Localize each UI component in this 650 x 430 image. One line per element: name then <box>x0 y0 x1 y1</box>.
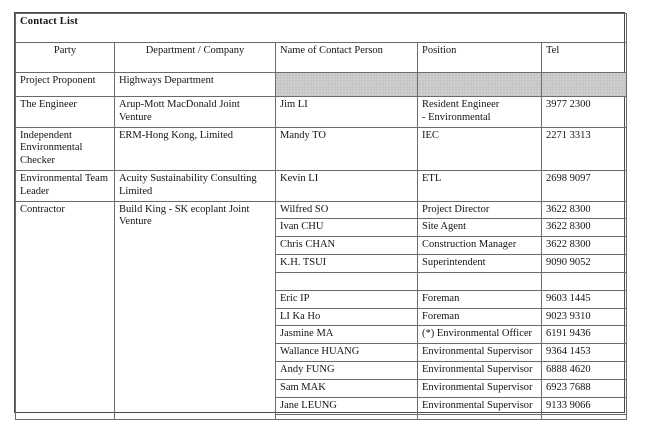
cell-contact-person: Wilfred SO <box>275 200 418 220</box>
column-header-party: Party <box>15 42 115 73</box>
table-row: LI Ka Ho Foreman 9023 9310 <box>16 307 627 327</box>
table-row: Andy FUNG Environmental Supervisor 6888 … <box>16 360 627 380</box>
cell-contact-person: K.H. TSUI <box>275 253 418 273</box>
cell-contact-person: Sam MAK <box>275 378 418 398</box>
cell-position: Foreman <box>417 307 542 327</box>
contact-list-table: Contact List Party Department / Company … <box>15 13 627 421</box>
table-body: Contact List Party Department / Company … <box>15 13 627 421</box>
cell-party: The Engineer <box>15 96 115 128</box>
cell-tel: 2698 9097 <box>541 169 627 202</box>
cell-tel <box>541 414 627 421</box>
cell-contact-person: Wallance HUANG <box>275 343 418 362</box>
cell-party: Project Proponent <box>15 72 115 97</box>
cell-tel: 2271 3313 <box>541 126 627 171</box>
cell-contact-person: Andy FUNG <box>275 360 418 380</box>
cell-position: Project Director <box>417 200 542 220</box>
cell-contact-person: Jane LEUNG <box>275 396 418 416</box>
cell-contact-person <box>275 72 418 97</box>
cell-position: Environmental Supervisor <box>417 343 542 362</box>
column-header-contact-person: Name of Contact Person <box>275 42 418 73</box>
cell-tel: 9603 1445 <box>541 289 627 309</box>
cell-position: Environmental Supervisor <box>417 396 542 416</box>
cell-position: Environmental Supervisor <box>417 360 542 380</box>
cell-position <box>417 271 542 291</box>
table-row: Sam MAK Environmental Supervisor 6923 76… <box>16 378 627 398</box>
table-row: Wallance HUANG Environmental Supervisor … <box>16 343 627 362</box>
cell-department: Arup-Mott MacDonald Joint Venture <box>114 96 276 128</box>
cell-tel: 9023 9310 <box>541 307 627 327</box>
cell-party: Independent Environmental Checker <box>15 126 115 171</box>
table-row: Independent Environmental Checker ERM-Ho… <box>15 126 627 171</box>
cell-contact-person: LI Ka Ho <box>275 307 418 327</box>
cell-contact-person: Mandy TO <box>275 126 418 171</box>
cell-contact-person: Jim LI <box>275 96 418 128</box>
column-header-department: Department / Company <box>114 42 276 73</box>
cell-department: Build King - SK ecoplant Joint Venture <box>114 200 276 421</box>
cell-tel: 9133 9066 <box>541 396 627 416</box>
cell-tel: 3977 2300 <box>541 96 627 128</box>
cell-contact-person: Kevin LI <box>275 169 418 202</box>
table-row: The Engineer Arup-Mott MacDonald Joint V… <box>15 96 627 128</box>
column-header-tel: Tel <box>541 42 627 73</box>
cell-position <box>417 72 542 97</box>
table-row: Project Proponent Highways Department <box>15 72 627 97</box>
cell-tel: 3622 8300 <box>541 236 627 255</box>
document-title: Contact List <box>15 13 627 43</box>
cell-position: Environmental Supervisor <box>417 378 542 398</box>
cell-contact-person: Ivan CHU <box>275 218 418 238</box>
cell-position: ETL <box>417 169 542 202</box>
cell-tel: 6888 4620 <box>541 360 627 380</box>
cell-tel: 3622 8300 <box>541 218 627 238</box>
cell-position: Resident Engineer - Environmental <box>417 96 542 128</box>
cell-position: Site Agent <box>417 218 542 238</box>
cell-tel: 9364 1453 <box>541 343 627 362</box>
cell-department: ERM-Hong Kong, Limited <box>114 126 276 171</box>
cell-tel: 6923 7688 <box>541 378 627 398</box>
cell-tel: 6191 9436 <box>541 325 627 345</box>
cell-party: Environmental Team Leader <box>15 169 115 202</box>
column-header-position: Position <box>417 42 542 73</box>
cell-party: Contractor <box>15 200 115 421</box>
cell-tel: 3622 8300 <box>541 200 627 220</box>
cell-contact-person <box>275 271 418 291</box>
cell-department: Acuity Sustainability Consulting Limited <box>114 169 276 202</box>
cell-position: (*) Environmental Officer <box>417 325 542 345</box>
cell-position: IEC <box>417 126 542 171</box>
cell-tel <box>541 271 627 291</box>
cell-department: Highways Department <box>114 72 276 97</box>
cell-contact-person: Eric IP <box>275 289 418 309</box>
contact-list-sheet: Contact List Party Department / Company … <box>14 12 627 421</box>
cell-position: Superintendent <box>417 253 542 273</box>
cell-tel <box>541 72 627 97</box>
cell-tel: 9090 9052 <box>541 253 627 273</box>
header-row: Party Department / Company Name of Conta… <box>15 42 627 73</box>
table-row-empty <box>16 414 627 421</box>
title-row: Contact List <box>15 13 627 43</box>
table-row: Environmental Team Leader Acuity Sustain… <box>15 169 627 202</box>
cell-contact-person: Chris CHAN <box>275 236 418 255</box>
table-row: Eric IP Foreman 9603 1445 <box>16 289 627 309</box>
cell-position: Foreman <box>417 289 542 309</box>
cell-position: Construction Manager <box>417 236 542 255</box>
cell-contact-person <box>275 414 418 421</box>
cell-position <box>417 414 542 421</box>
table-row: Contractor Build King - SK ecoplant Join… <box>15 200 627 421</box>
cell-contact-person: Jasmine MA <box>275 325 418 345</box>
table-row-empty <box>16 271 627 291</box>
table-row: Chris CHAN Construction Manager 3622 830… <box>16 236 627 255</box>
